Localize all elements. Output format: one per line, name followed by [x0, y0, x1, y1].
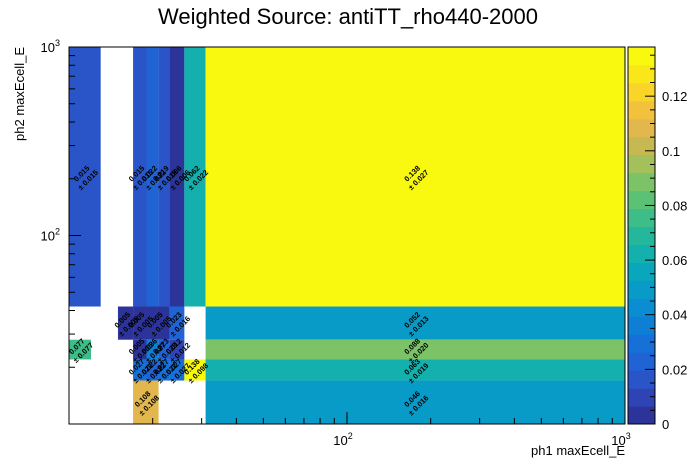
colorbar-swatch [628, 64, 655, 84]
colorbar-swatch [628, 136, 655, 156]
heatmap-cell [158, 47, 170, 307]
y-tick-label: 102 [41, 227, 60, 244]
colorbar-swatch [628, 388, 655, 407]
x-axis-label: ph1 maxEcell_E [531, 443, 625, 458]
y-tick-label: 103 [41, 38, 60, 55]
heatmap-cell [133, 339, 147, 360]
colorbar-swatch [628, 316, 655, 335]
heatmap-cell [169, 47, 185, 307]
colorbar: 0 0.02 0.04 0.06 0.08 0.1 0.12 [627, 46, 687, 432]
heatmap-cell [69, 47, 101, 307]
heatmap-cell [69, 339, 92, 360]
heatmap-cell [158, 339, 170, 360]
colorbar-swatch [628, 208, 655, 228]
colorbar-swatch [628, 190, 655, 210]
colorbar-swatch [628, 244, 655, 263]
heatmap-cell [205, 339, 625, 360]
heatmap-cell [146, 359, 159, 381]
heatmap-cell [205, 47, 625, 307]
colorbar-swatch [628, 154, 655, 174]
heatmap-cell [205, 380, 625, 424]
heatmap-cell [169, 339, 185, 360]
heatmap-cell [169, 359, 185, 381]
heatmap-cell [146, 47, 159, 307]
heatmap-cell [184, 47, 206, 307]
colorbar-tick-label: 0.06 [662, 253, 687, 268]
colorbar-frame [627, 46, 656, 425]
colorbar-swatch [628, 118, 655, 138]
heatmap-cell [146, 306, 170, 340]
heatmap-cell [133, 359, 147, 381]
colorbar-tick-label: 0.1 [662, 144, 680, 159]
heatmap-cell [184, 359, 206, 381]
y-axis-label: ph2 maxEcell_E [12, 47, 27, 141]
colorbar-swatch [628, 370, 655, 389]
colorbar-swatch [628, 334, 655, 353]
heatmap-cell [169, 306, 185, 340]
heatmap-cell [133, 47, 147, 307]
heatmap-cell [117, 306, 134, 340]
chart-title: Weighted Source: antiTT_rho440-2000 [158, 4, 538, 29]
heatmap-cell [205, 306, 625, 340]
colorbar-tick-label: 0.04 [662, 308, 687, 323]
heatmap-cell [133, 380, 159, 424]
colorbar-tick-label: 0.12 [662, 89, 687, 104]
heatmap-cells [69, 47, 625, 424]
colorbar-swatch [628, 82, 655, 102]
heatmap-cell [158, 359, 170, 381]
x-tick-label: 103 [611, 431, 630, 448]
colorbar-swatch [628, 352, 655, 371]
colorbar-tick-label: 0 [662, 417, 669, 432]
heatmap-cell [205, 359, 625, 381]
colorbar-swatch [628, 100, 655, 120]
colorbar-swatch [628, 47, 655, 66]
heatmap-cell [146, 339, 159, 360]
axis-ticks: 102 103 102 103 [41, 38, 631, 448]
colorbar-tick-label: 0.02 [662, 362, 687, 377]
colorbar-tick-label: 0.08 [662, 198, 687, 213]
colorbar-swatch [628, 172, 655, 192]
heatmap-cell [133, 306, 147, 340]
x-tick-label: 102 [333, 431, 352, 448]
colorbar-swatch [628, 406, 655, 425]
colorbar-swatch [628, 280, 655, 299]
colorbar-swatch [628, 262, 655, 281]
colorbar-swatch [628, 226, 655, 245]
colorbar-swatch [628, 298, 655, 317]
